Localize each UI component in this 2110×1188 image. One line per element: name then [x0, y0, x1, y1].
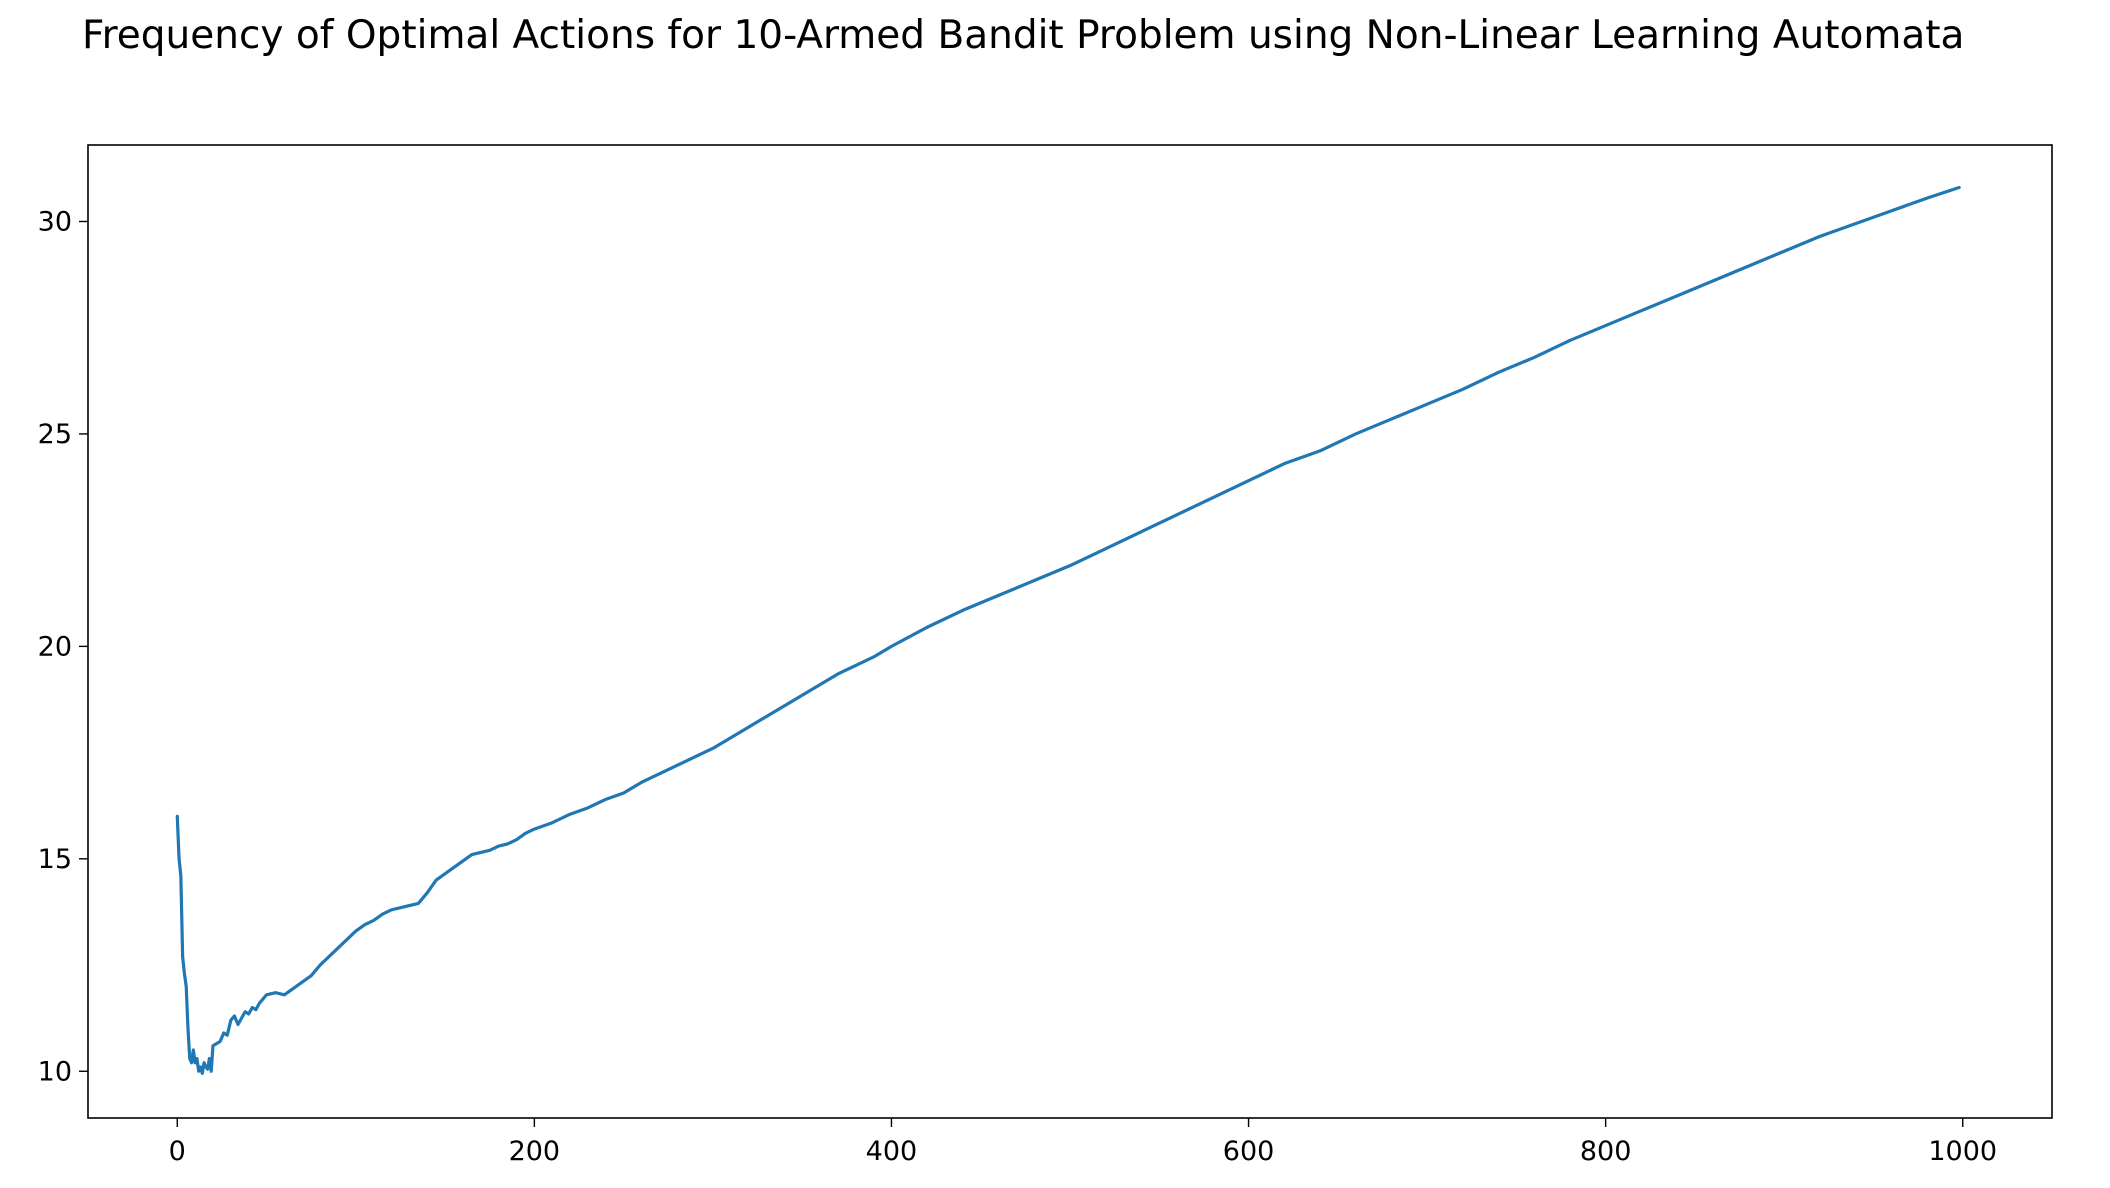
- y-tick-label: 10: [38, 1056, 72, 1087]
- plot-frame: [87, 144, 2053, 1119]
- y-tick-label: 25: [38, 419, 72, 450]
- x-tick-label: 400: [866, 1136, 918, 1167]
- series-line: [175, 185, 1961, 1075]
- y-tick-label: 30: [38, 206, 72, 237]
- chart-title: Frequency of Optimal Actions for 10-Arme…: [82, 13, 1964, 58]
- y-tick-label: 20: [38, 631, 72, 662]
- y-axis: 10 15 20 25 30: [38, 206, 88, 1087]
- x-tick-label: 1000: [1928, 1136, 1997, 1167]
- x-tick-label: 0: [169, 1136, 186, 1167]
- x-axis: 0 200 400 600 800 1000: [169, 1118, 1997, 1167]
- y-tick-label: 15: [38, 844, 72, 875]
- series-layer: [175, 185, 1961, 1075]
- x-tick-label: 600: [1223, 1136, 1275, 1167]
- x-tick-label: 200: [509, 1136, 561, 1167]
- x-tick-label: 800: [1580, 1136, 1632, 1167]
